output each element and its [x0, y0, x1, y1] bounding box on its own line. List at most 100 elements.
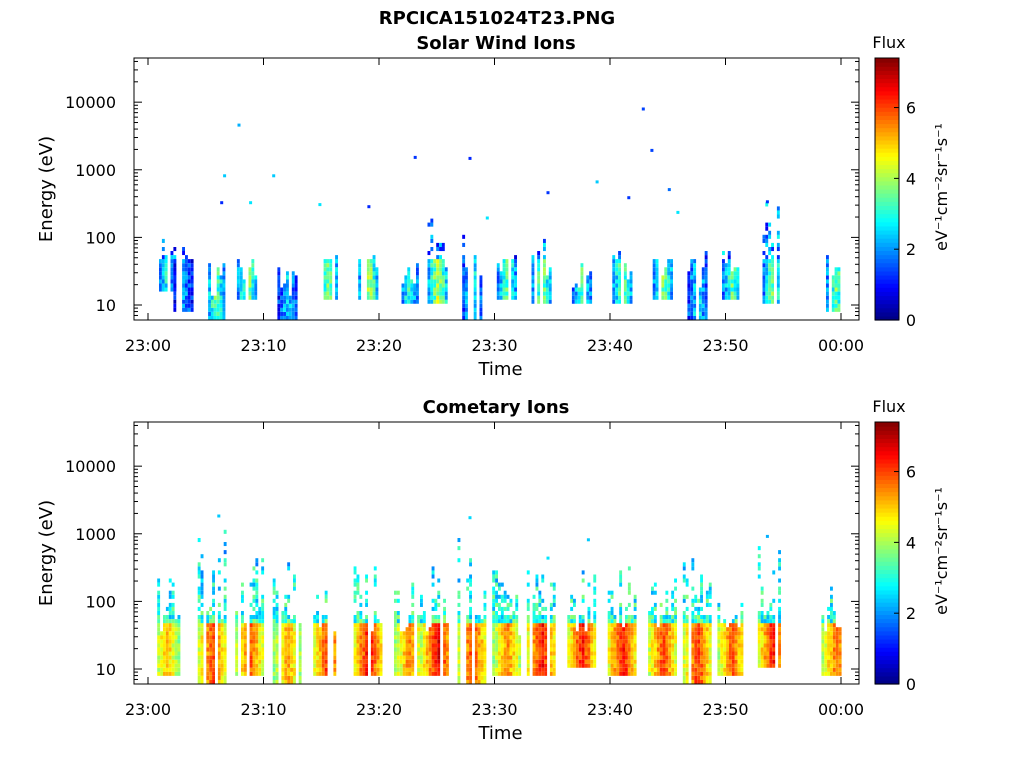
spectrogram-cell [165, 623, 169, 628]
spectrogram-cell [290, 635, 293, 640]
spectrogram-cell [575, 639, 579, 644]
spectrogram-cell [261, 611, 265, 616]
spectrogram-cell [365, 627, 368, 632]
spectrogram-cell [422, 627, 426, 632]
spectrogram-cell [700, 574, 703, 579]
spectrogram-cell [762, 287, 766, 292]
spectrogram-cell [249, 663, 253, 668]
spectrogram-cell [768, 287, 772, 292]
spectrogram-cell [691, 679, 695, 684]
spectrogram-cell [832, 631, 836, 636]
spectrogram-cell [705, 627, 709, 632]
spectrogram-cell [157, 606, 161, 611]
spectrogram-cell [157, 619, 161, 624]
spectrogram-cell [294, 315, 298, 320]
spectrogram-cell [538, 663, 542, 668]
spectrogram-cell [209, 679, 213, 684]
spectrogram-cell [498, 623, 501, 628]
spectrogram-cell [356, 619, 360, 624]
spectrogram-cell [674, 623, 677, 628]
spectrogram-cell [293, 627, 296, 632]
spectrogram-cell [217, 570, 221, 575]
spectrogram-cell [159, 267, 162, 272]
spectrogram-cell [652, 287, 656, 292]
spectrogram-cell [313, 615, 317, 620]
spectrogram-cell [443, 659, 446, 664]
spectrogram-cell [401, 291, 405, 296]
spectrogram-cell [252, 651, 256, 656]
spectrogram-cell [665, 627, 669, 632]
spectrogram-cell [694, 643, 698, 648]
spectrogram-cell [648, 647, 651, 652]
spectrogram-cell [281, 663, 285, 668]
spectrogram-cell [659, 635, 663, 640]
spectrogram-cell [473, 279, 477, 284]
spectrogram-cell [500, 647, 504, 652]
spectrogram-cell [674, 659, 677, 664]
spectrogram-cell [290, 643, 293, 648]
spectrogram-cell [765, 202, 769, 207]
spectrogram-cell [235, 619, 239, 624]
spectrogram-cell [165, 635, 169, 640]
spectrogram-cell [619, 659, 623, 664]
spectrogram-cell [241, 623, 244, 628]
spectrogram-cell [495, 578, 498, 583]
spectrogram-cell [515, 667, 519, 672]
spectrogram-cell [258, 639, 262, 644]
spectrogram-cell [434, 598, 438, 603]
spectrogram-cell [655, 283, 659, 288]
spectrogram-cell [674, 635, 677, 640]
spectrogram-cell [353, 631, 357, 636]
spectrogram-cell [335, 259, 338, 264]
spectrogram-cell [168, 659, 172, 664]
spectrogram-cell [396, 619, 400, 624]
spectrogram-cell [235, 635, 239, 640]
spectrogram-cell [353, 671, 357, 676]
spectrogram-cell [321, 667, 325, 672]
spectrogram-cell [577, 287, 581, 292]
spectrogram-cell [693, 303, 697, 308]
spectrogram-cell [731, 647, 735, 652]
spectrogram-cell [431, 566, 435, 571]
spectrogram-cell [236, 271, 240, 276]
spectrogram-cell [717, 655, 721, 660]
spectrogram-cell [670, 287, 673, 292]
spectrogram-cell [827, 659, 830, 664]
spectrogram-cell [567, 659, 571, 664]
spectrogram-cell [708, 586, 712, 591]
scatter-point [367, 205, 371, 209]
spectrogram-cell [420, 655, 423, 660]
spectrogram-cell [261, 594, 265, 599]
spectrogram-cell [370, 643, 374, 648]
spectrogram-cell [365, 651, 368, 656]
spectrogram-cell [408, 643, 412, 648]
spectrogram-cell [505, 283, 509, 288]
spectrogram-cell [168, 627, 172, 632]
spectrogram-cell [462, 307, 466, 312]
spectrogram-cell [396, 611, 400, 616]
spectrogram-cell [705, 663, 709, 668]
spectrogram-cell [290, 619, 293, 624]
spectrogram-cell [627, 623, 631, 628]
spectrogram-cell [610, 659, 614, 664]
colorbar-step [875, 209, 899, 215]
spectrogram-cell [593, 651, 597, 656]
spectrogram-cell [622, 655, 625, 660]
spectrogram-cell [505, 275, 509, 280]
spectrogram-cell [495, 570, 498, 575]
spectrogram-cell [531, 267, 535, 272]
spectrogram-cell [506, 651, 510, 656]
spectrogram-cell [652, 275, 656, 280]
spectrogram-cell [399, 651, 403, 656]
spectrogram-cell [503, 627, 507, 632]
spectrogram-cell [416, 279, 419, 284]
spectrogram-cell [469, 671, 472, 676]
spectrogram-cell [532, 594, 536, 599]
spectrogram-cell [182, 307, 185, 312]
spectrogram-cell [284, 623, 288, 628]
spectrogram-cell [765, 242, 769, 247]
spectrogram-cell [532, 639, 536, 644]
spectrogram-cell [293, 578, 296, 583]
spectrogram-cell [824, 643, 828, 648]
spectrogram-cell [223, 615, 227, 620]
